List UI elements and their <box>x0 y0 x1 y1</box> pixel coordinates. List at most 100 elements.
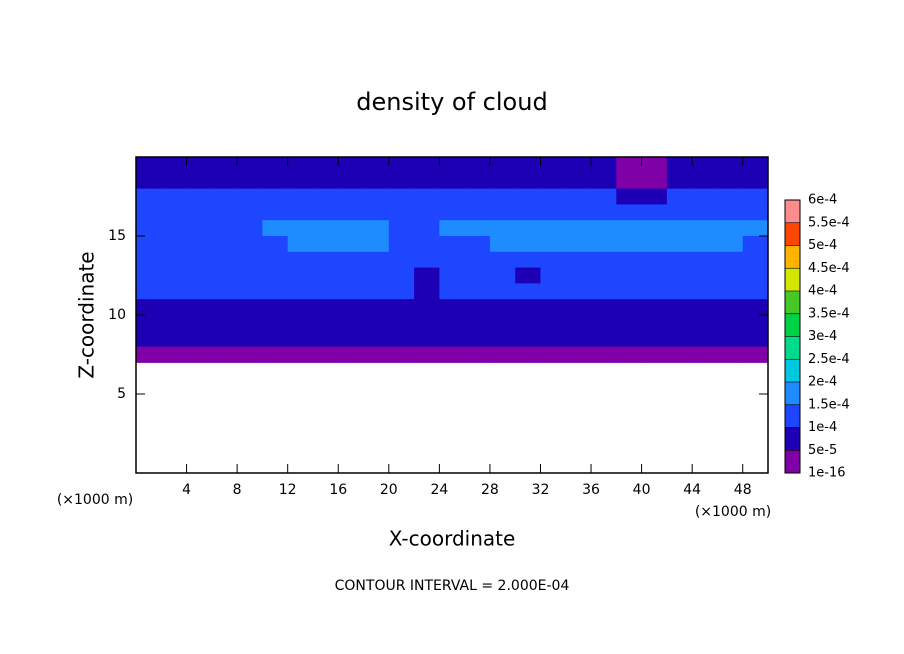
contour-cell <box>338 220 365 237</box>
contour-cell <box>742 172 769 190</box>
contour-cell <box>211 315 238 332</box>
contour-cell <box>717 251 744 269</box>
contour-cell <box>439 204 466 221</box>
colorbar-segment <box>785 291 800 314</box>
contour-cell <box>237 251 263 269</box>
contour-cell <box>666 299 693 316</box>
contour-cell <box>136 251 162 269</box>
contour-cell <box>262 172 289 190</box>
contour-cell <box>439 283 466 300</box>
contour-cell <box>287 346 314 363</box>
contour-cell <box>237 346 263 363</box>
contour-cell <box>692 283 718 300</box>
contour-cell <box>616 172 643 190</box>
contour-cell <box>186 346 213 363</box>
contour-cell <box>565 188 592 205</box>
contour-cell <box>591 283 617 300</box>
x-tick-label: 24 <box>430 482 448 498</box>
contour-cell <box>641 220 668 237</box>
contour-cell <box>388 172 415 190</box>
contour-cell <box>161 267 188 284</box>
contour-cell <box>515 330 541 348</box>
contour-cell <box>742 299 769 316</box>
contour-cell <box>692 236 718 253</box>
contour-cell <box>666 267 693 284</box>
contour-cell <box>136 283 162 300</box>
contour-cell <box>287 330 314 348</box>
contour-cell <box>692 204 718 221</box>
x-tick-label: 36 <box>582 482 600 498</box>
contour-cell <box>161 157 188 174</box>
contour-cell <box>565 315 592 332</box>
contour-cell <box>414 283 440 300</box>
contour-cell <box>439 188 466 205</box>
contour-cell <box>262 188 289 205</box>
colorbar-segment <box>785 450 800 473</box>
contour-cell <box>338 172 365 190</box>
contour-cell <box>363 299 390 316</box>
contour-cell <box>312 236 339 253</box>
contour-cell <box>717 299 744 316</box>
contour-cell <box>489 172 516 190</box>
contour-cell <box>161 299 188 316</box>
contour-cell <box>489 299 516 316</box>
contour-cell <box>414 236 440 253</box>
contour-cell <box>388 330 415 348</box>
contour-cell <box>287 283 314 300</box>
contour-cell <box>641 315 668 332</box>
contour-cell <box>287 251 314 269</box>
contour-cell <box>717 172 744 190</box>
contour-cell <box>262 220 289 237</box>
colorbar-label: 2.5e-4 <box>808 352 850 367</box>
contour-cell <box>211 346 238 363</box>
contour-cell <box>414 346 440 363</box>
contour-cell <box>565 157 592 174</box>
contour-cell <box>262 251 289 269</box>
contour-cell <box>439 315 466 332</box>
contour-cell <box>161 283 188 300</box>
contour-cell <box>161 236 188 253</box>
contour-cell <box>363 330 390 348</box>
contour-cell <box>237 157 263 174</box>
contour-cell <box>211 172 238 190</box>
contour-cell <box>591 251 617 269</box>
contour-cell <box>666 283 693 300</box>
colorbar-segment <box>785 336 800 360</box>
contour-cell <box>363 267 390 284</box>
contour-cell <box>237 204 263 221</box>
contour-cell <box>363 188 390 205</box>
contour-cell <box>136 346 162 363</box>
contour-cell <box>641 188 668 205</box>
contour-cell <box>237 236 263 253</box>
contour-cell <box>565 330 592 348</box>
contour-cell <box>641 283 668 300</box>
contour-cell <box>312 315 339 332</box>
contour-cell <box>161 346 188 363</box>
contour-cell <box>287 188 314 205</box>
contour-cell <box>515 172 541 190</box>
contour-cell <box>312 346 339 363</box>
contour-cell <box>161 204 188 221</box>
contour-cell <box>363 220 390 237</box>
contour-cell <box>666 236 693 253</box>
contour-cell <box>591 346 617 363</box>
contour-cell <box>717 157 744 174</box>
contour-cell <box>464 188 491 205</box>
contour-cell <box>464 315 491 332</box>
contour-cell <box>540 220 567 237</box>
contour-cell <box>565 346 592 363</box>
contour-cell <box>161 315 188 332</box>
contour-cell <box>186 251 213 269</box>
contour-cell <box>414 315 440 332</box>
contour-cell <box>287 267 314 284</box>
contour-cell <box>287 157 314 174</box>
contour-cell <box>414 188 440 205</box>
contour-cell <box>692 220 718 237</box>
contour-cell <box>388 157 415 174</box>
colorbar-label: 4.5e-4 <box>808 261 850 276</box>
contour-cell <box>414 204 440 221</box>
contour-cell <box>338 157 365 174</box>
contour-cell <box>312 251 339 269</box>
contour-cell <box>692 188 718 205</box>
